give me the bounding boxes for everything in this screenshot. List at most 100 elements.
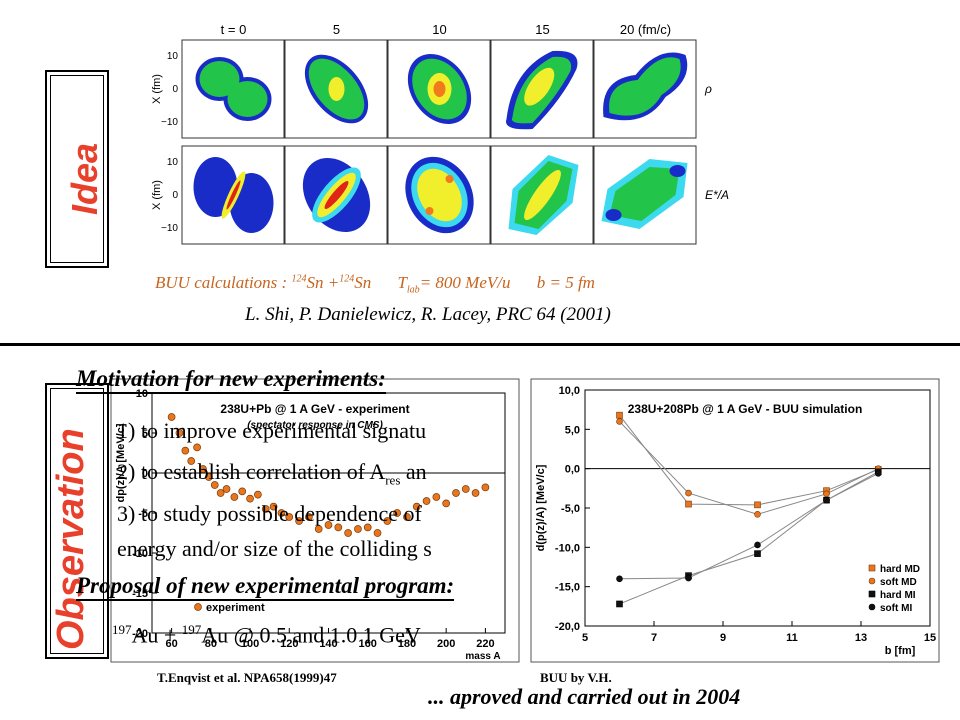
data-point bbox=[205, 473, 213, 481]
time-label: 5 bbox=[333, 22, 340, 37]
data-point bbox=[187, 457, 196, 465]
observation-box bbox=[45, 383, 109, 659]
chart-title: 238U+208Pb @ 1 A GeV - BUU simulation bbox=[628, 402, 863, 416]
energy-spot bbox=[445, 175, 454, 183]
x-tick-label: 5 bbox=[582, 632, 588, 644]
data-point bbox=[216, 489, 225, 497]
y-tick-label: 0 bbox=[142, 468, 148, 480]
x-tick-label: 13 bbox=[855, 632, 867, 644]
data-point bbox=[314, 525, 323, 533]
data-point bbox=[616, 575, 623, 583]
proposal-title: Proposal of new experimental program: bbox=[76, 573, 455, 601]
buu-density-grid: t = 0 5 10 15 20 (fm/c) X (fm) 10 0 −10 ρ X (fm) 10… bbox=[151, 22, 729, 245]
buu-simulation-chart: 10,0 5,0 0,0 -5,0 -10,0 -15,0 -20,05 7 9 11 13 15 d(… bbox=[530, 378, 940, 663]
energy-mid bbox=[609, 167, 680, 221]
motivation-item-3-cont: energy and/or size of the colliding s bbox=[117, 536, 432, 561]
energy-spot bbox=[425, 207, 434, 215]
buu-caption: BUU calculations : 124Sn +124Sn Tlab= 80… bbox=[155, 273, 595, 296]
legend-label: soft MI bbox=[880, 603, 912, 614]
y-tick-label: -15 bbox=[132, 588, 148, 600]
nucleus-core bbox=[227, 81, 268, 117]
legend-label: hard MD bbox=[880, 564, 920, 575]
data-point bbox=[246, 494, 254, 503]
data-point bbox=[412, 502, 421, 511]
y-tick-label: -5,0 bbox=[561, 503, 580, 515]
energy-hottest bbox=[226, 180, 241, 210]
nucleus-core bbox=[199, 61, 240, 97]
x-tick-label: 11 bbox=[786, 632, 798, 644]
data-point bbox=[616, 411, 623, 419]
data-point bbox=[452, 489, 460, 497]
motivation-item-3: 3) to study possible dependence of bbox=[117, 501, 422, 526]
y-tick-label: 5 bbox=[142, 428, 148, 440]
x-tick-label: 220 bbox=[476, 638, 494, 650]
y-tick-label: -20,0 bbox=[555, 621, 580, 633]
data-point bbox=[823, 496, 830, 504]
y-axis-label: d(p(z)/A) [MeV/c] bbox=[535, 464, 547, 551]
data-point bbox=[616, 418, 623, 425]
chart-title: 238U+Pb @ 1 A GeV - experiment bbox=[220, 402, 409, 416]
y-axis-label: dp(z)/A [MeV/c] bbox=[115, 423, 127, 502]
data-point bbox=[754, 541, 761, 549]
data-point bbox=[422, 497, 431, 505]
time-label: t = 0 bbox=[221, 22, 247, 37]
idea-box bbox=[45, 70, 109, 268]
data-point bbox=[285, 513, 294, 521]
data-point bbox=[461, 485, 470, 493]
data-point bbox=[305, 513, 313, 521]
y-axis-label: X (fm) bbox=[151, 180, 163, 210]
x-tick-label: 9 bbox=[720, 632, 726, 644]
data-point bbox=[616, 600, 623, 608]
data-point bbox=[393, 509, 401, 517]
y-tick-label: -20 bbox=[132, 628, 148, 640]
x-tick-label: 15 bbox=[924, 632, 936, 644]
data-point bbox=[363, 523, 372, 532]
y-tick-label: -10,0 bbox=[555, 542, 580, 554]
data-point bbox=[823, 490, 830, 498]
y-tick-label: 5,0 bbox=[565, 424, 580, 436]
energy-spot bbox=[605, 209, 622, 221]
proposal-line: 197Au + 197Au @ 0.5 and 1.0 1 GeV bbox=[112, 622, 421, 648]
x-tick-label: 100 bbox=[241, 638, 259, 650]
y-tick-label: 0,0 bbox=[565, 464, 580, 476]
time-label: 10 bbox=[432, 22, 446, 37]
x-tick-label: 120 bbox=[280, 638, 298, 650]
x-axis-label: mass A bbox=[465, 651, 500, 662]
legend-label: hard MI bbox=[880, 590, 916, 601]
y-tick-label: -10 bbox=[132, 548, 148, 560]
motivation-title: Motivation for new experiments: bbox=[76, 366, 386, 394]
section-divider bbox=[0, 343, 960, 346]
x-tick-label: 7 bbox=[651, 632, 657, 644]
data-point bbox=[432, 493, 441, 501]
data-point bbox=[167, 413, 176, 421]
data-point bbox=[334, 523, 343, 532]
data-point bbox=[277, 509, 286, 517]
legend-marker bbox=[194, 603, 202, 611]
footer-note: ... aproved and carried out in 2004 bbox=[428, 684, 741, 709]
y-tick-label: -5 bbox=[138, 508, 148, 520]
data-point bbox=[754, 501, 761, 509]
x-tick-label: 80 bbox=[205, 638, 217, 650]
data-point bbox=[199, 465, 207, 473]
x-tick-label: 140 bbox=[319, 638, 337, 650]
y-tick-label: 0 bbox=[172, 84, 178, 95]
data-point bbox=[238, 487, 247, 496]
y-tick-label: −10 bbox=[161, 223, 178, 234]
data-point bbox=[754, 510, 761, 518]
motivation-item-2: 2) to establish correlation of Ares an bbox=[117, 459, 427, 488]
observation-label: Observation bbox=[50, 428, 92, 650]
y-axis-label: X (fm) bbox=[151, 74, 163, 104]
data-point bbox=[471, 489, 480, 497]
data-point bbox=[383, 517, 392, 525]
x-tick-label: 200 bbox=[437, 638, 455, 650]
nucleus-hottest bbox=[433, 81, 446, 97]
legend-marker bbox=[868, 590, 876, 598]
data-point bbox=[193, 443, 201, 452]
data-point bbox=[373, 529, 382, 537]
data-point bbox=[324, 521, 333, 529]
legend-marker bbox=[868, 603, 876, 611]
nucleus-core bbox=[609, 57, 681, 116]
x-axis-label: b [fm] bbox=[885, 645, 916, 657]
nucleus-hot bbox=[328, 77, 345, 101]
chart-subtitle: (spectator response in CMS) bbox=[247, 420, 383, 431]
